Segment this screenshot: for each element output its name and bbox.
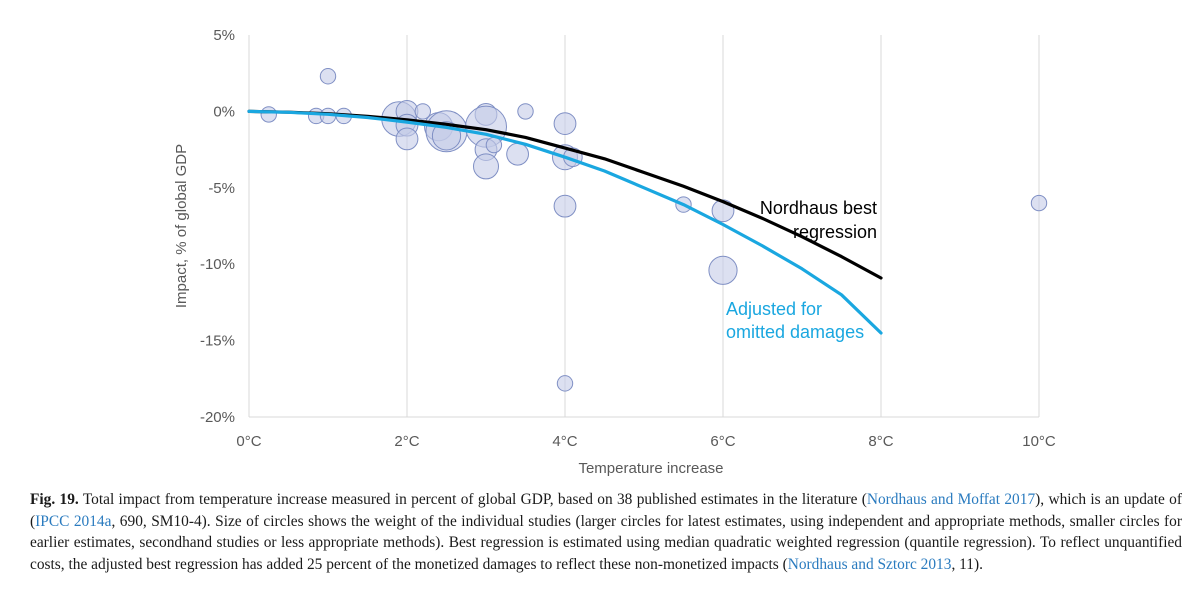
- y-tick-label: -20%: [200, 409, 235, 426]
- x-tick-label: 8°C: [868, 433, 893, 450]
- caption-text-1: Total impact from temperature increase m…: [78, 491, 867, 508]
- x-axis-title: Temperature increase: [578, 460, 723, 477]
- y-tick-label: -5%: [208, 180, 235, 197]
- y-tick-labels: 5% 0% -5% -10% -15% -20%: [200, 27, 235, 426]
- x-tick-label: 6°C: [710, 433, 735, 450]
- adjusted-regression-line: [247, 109, 883, 335]
- nordhaus-annotation: regression: [793, 222, 877, 242]
- data-point: [473, 153, 499, 180]
- data-point: [260, 106, 277, 123]
- data-point: [553, 194, 577, 218]
- data-point: [395, 127, 419, 151]
- figure-caption: Fig. 19. Total impact from temperature i…: [30, 489, 1182, 575]
- adjusted-annotation: omitted damages: [726, 322, 864, 342]
- caption-text-2: ), which is an update of (: [30, 491, 1182, 530]
- impact-chart: 5%0%-5%-10%-15%-20% 0°C 2°C 4°C 6°C 8°C 10°C …: [173, 27, 1056, 477]
- y-tick-label: -15%: [200, 333, 235, 350]
- data-point: [553, 112, 577, 136]
- caption-label: Fig. 19.: [30, 491, 79, 508]
- x-tick-label: 10°C: [1022, 433, 1056, 450]
- y-tick-label: 5%: [213, 27, 235, 44]
- x-tick-label: 4°C: [552, 433, 577, 450]
- x-tick-label: 2°C: [394, 433, 419, 450]
- y-tick-label: 0%: [213, 103, 235, 120]
- data-point: [414, 103, 431, 120]
- citation-link-ipcc[interactable]: IPCC 2014a: [35, 512, 112, 530]
- grid-lines: [248, 35, 1040, 418]
- regression-lines: [247, 109, 883, 335]
- caption-text-3: , 690, SM10-4). Size of circles shows th…: [30, 512, 1182, 573]
- data-point: [319, 68, 337, 85]
- x-tick-labels: 0°C 2°C 4°C 6°C 8°C 10°C: [236, 433, 1056, 450]
- data-point: [1030, 194, 1048, 212]
- x-tick-label: 0°C: [236, 433, 261, 450]
- y-axis-title: Impact, % of global GDP: [173, 144, 190, 308]
- y-tick-label: -10%: [200, 256, 235, 273]
- line-annotations: Nordhaus best regression Adjusted for omitt…: [726, 198, 877, 342]
- data-point: [517, 103, 534, 120]
- nordhaus-annotation: Nordhaus best: [760, 198, 877, 218]
- data-point: [485, 136, 503, 154]
- data-point: [708, 255, 738, 285]
- citation-link-nordhaus-moffat[interactable]: Nordhaus and Moffat 2017: [866, 491, 1036, 508]
- adjusted-annotation: Adjusted for: [726, 299, 822, 319]
- data-point: [556, 375, 574, 392]
- data-point: [506, 142, 529, 166]
- caption-text-4: , 11).: [951, 555, 983, 573]
- citation-link-nordhaus-sztorc[interactable]: Nordhaus and Sztorc 2013: [787, 555, 952, 573]
